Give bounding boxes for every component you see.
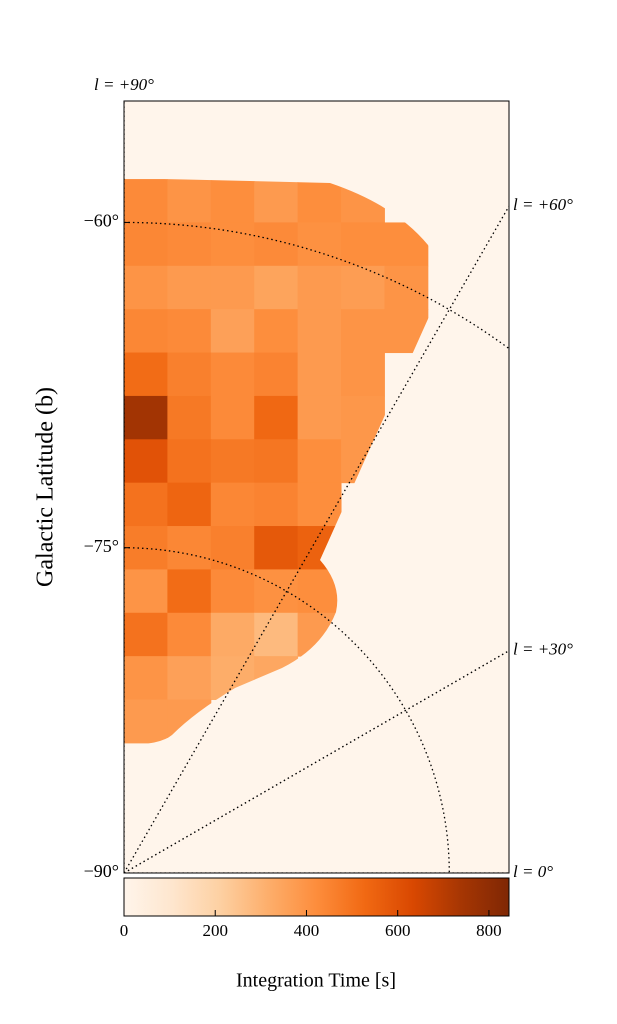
heat-cell xyxy=(210,482,255,527)
heat-cell xyxy=(254,309,299,354)
heat-cell xyxy=(167,439,212,484)
y-tick-label: −60° xyxy=(84,211,119,231)
heat-cell xyxy=(167,526,212,570)
heat-cell xyxy=(341,265,385,310)
heat-cell xyxy=(254,179,299,223)
heat-cell xyxy=(210,222,255,267)
heat-cell xyxy=(297,309,342,354)
heat-cell xyxy=(167,395,212,440)
longitude-line xyxy=(124,650,509,873)
heat-cell xyxy=(210,612,255,657)
heat-cell xyxy=(254,222,299,267)
colorbar-tick-label: 0 xyxy=(120,921,129,940)
heat-cell xyxy=(167,482,212,527)
heat-cell xyxy=(210,352,255,397)
heat-cell xyxy=(297,439,342,484)
heat-cell xyxy=(210,395,255,440)
heat-cell xyxy=(167,179,212,223)
heat-cell xyxy=(124,612,168,657)
coordinate-grid xyxy=(124,101,509,873)
heat-cell xyxy=(254,569,299,614)
colorbar-label: Integration Time [s] xyxy=(236,970,396,992)
heat-cell xyxy=(167,265,212,310)
heat-cell xyxy=(210,265,255,310)
heat-cell xyxy=(124,482,168,527)
heat-cell xyxy=(297,352,342,397)
heat-cell xyxy=(124,569,168,614)
heat-cell xyxy=(210,309,255,354)
heat-cell xyxy=(210,526,255,570)
colorbar xyxy=(123,877,510,917)
heat-cell xyxy=(254,612,299,657)
colorbar-tick-label: 800 xyxy=(476,921,502,940)
y-tick-label: −75° xyxy=(84,536,119,556)
frame xyxy=(123,100,510,874)
heat-cell xyxy=(167,612,212,657)
heat-cell xyxy=(167,656,212,701)
heat-cell xyxy=(124,179,168,223)
heat-cell xyxy=(297,222,342,267)
heat-cell xyxy=(167,309,212,354)
heat-cell xyxy=(297,179,342,223)
heat-cell xyxy=(254,439,299,484)
colorbar-tick-label: 600 xyxy=(385,921,411,940)
heat-cell xyxy=(124,656,168,701)
heat-cell xyxy=(124,309,168,354)
heat-cell xyxy=(124,526,168,570)
heat-cell xyxy=(297,265,342,310)
heat-cell xyxy=(210,179,255,223)
heat-cell xyxy=(254,265,299,310)
heat-cell xyxy=(167,352,212,397)
longitude-label: l = 0° xyxy=(513,862,553,881)
heat-cell xyxy=(210,569,255,614)
heat-cell xyxy=(210,439,255,484)
y-axis-label: Galactic Latitude (b) xyxy=(33,387,59,587)
y-tick-label: −90° xyxy=(84,861,119,881)
heat-cell xyxy=(254,482,299,527)
heat-cell xyxy=(254,352,299,397)
heat-cell xyxy=(124,222,168,267)
longitude-label: l = +90° xyxy=(94,75,154,94)
heat-cell xyxy=(167,569,212,614)
longitude-label: l = +30° xyxy=(513,640,573,659)
heat-cell xyxy=(167,222,212,267)
longitude-label: l = +60° xyxy=(513,195,573,214)
heat-cell xyxy=(297,482,342,527)
heat-cell xyxy=(297,395,342,440)
heat-cell xyxy=(341,352,385,397)
heat-cell xyxy=(124,699,168,744)
heat-cell xyxy=(254,395,299,440)
heat-cell xyxy=(341,309,385,354)
colorbar-tick-label: 400 xyxy=(294,921,320,940)
heat-cell xyxy=(124,395,168,440)
heat-cell xyxy=(124,439,168,484)
colorbar-tick-label: 200 xyxy=(202,921,228,940)
heat-cell xyxy=(124,352,168,397)
heat-cell xyxy=(384,265,429,310)
heat-cell xyxy=(124,265,168,310)
heat-cell xyxy=(341,222,385,267)
heat-cell xyxy=(254,526,299,570)
